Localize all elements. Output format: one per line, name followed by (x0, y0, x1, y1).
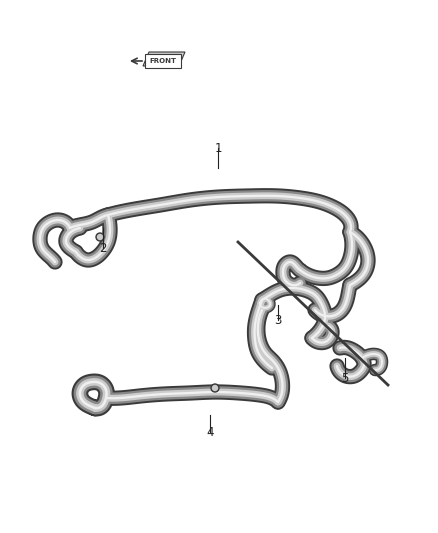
Text: 2: 2 (99, 241, 107, 254)
Polygon shape (145, 54, 181, 68)
Text: 4: 4 (206, 425, 214, 439)
Text: 5: 5 (341, 372, 349, 384)
Text: FRONT: FRONT (149, 58, 177, 64)
Text: 1: 1 (214, 141, 222, 155)
Circle shape (96, 233, 104, 241)
Circle shape (211, 384, 219, 392)
Circle shape (212, 385, 218, 391)
Circle shape (98, 235, 102, 239)
Polygon shape (143, 52, 185, 66)
Text: 3: 3 (274, 313, 282, 327)
